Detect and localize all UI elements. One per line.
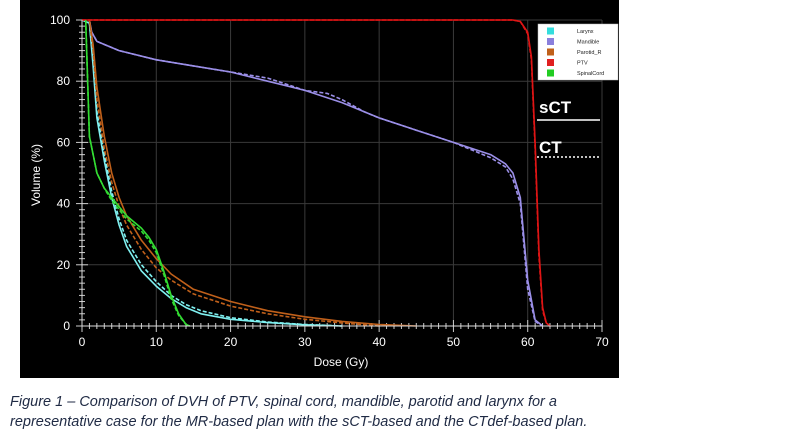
x-tick-label-2: 20 [224,335,238,349]
series-layer [81,19,551,327]
x-tick-label-1: 10 [150,335,164,349]
tick-labels: 0 10 20 30 40 50 60 70 0 20 40 60 80 100 [50,13,609,349]
y-axis-label: Volume (%) [29,144,43,206]
series-spinalcord-ct [84,19,191,327]
ct-key-label: CT [539,138,562,157]
y-tick-label-0: 0 [63,319,70,333]
line-style-key: sCT CT [537,98,600,158]
series-parotid-r-ct [88,19,380,327]
figure-caption: Figure 1 – Comparison of DVH of PTV, spi… [10,392,790,432]
legend-swatch-3 [547,59,554,66]
legend-label-2: Parotid_R [577,50,601,56]
x-tick-label-3: 30 [298,335,312,349]
axis-layer [81,20,602,327]
legend-label-4: SpinalCord [577,71,604,77]
legend-label-0: Larynx [577,29,594,35]
x-tick-label-4: 40 [372,335,386,349]
series-ptv-ct [82,19,551,327]
series-larynx-ct [81,19,343,327]
y-tick-label-5: 100 [50,13,70,27]
y-tick-label-4: 80 [57,74,71,88]
x-tick-label-7: 70 [595,335,609,349]
caption-line-1: Figure 1 – Comparison of DVH of PTV, spi… [10,394,557,410]
y-tick-label-3: 60 [57,135,71,149]
series-mandible-ct [88,19,544,327]
grid-lines [82,19,603,326]
y-tick-label-2: 40 [57,197,71,211]
legend-label-1: Mandible [577,40,599,46]
legend: Larynx Mandible Parotid_R PTV SpinalCord [537,23,619,81]
x-tick-label-6: 60 [521,335,535,349]
legend-swatch-0 [547,27,554,35]
sct-key-label: sCT [539,98,572,117]
legend-swatch-2 [547,48,554,56]
legend-swatch-1 [547,38,554,45]
x-axis-label: Dose (Gy) [314,355,369,369]
x-tick-label-0: 0 [79,335,86,349]
caption-line-2: representative case for the MR-based pla… [10,414,588,430]
legend-label-3: PTV [577,61,588,67]
legend-swatch-4 [547,69,554,77]
plot-area [82,20,602,326]
x-tick-label-5: 50 [447,335,461,349]
y-tick-label-1: 20 [57,258,71,272]
series-parotid-r-sct [88,19,417,327]
